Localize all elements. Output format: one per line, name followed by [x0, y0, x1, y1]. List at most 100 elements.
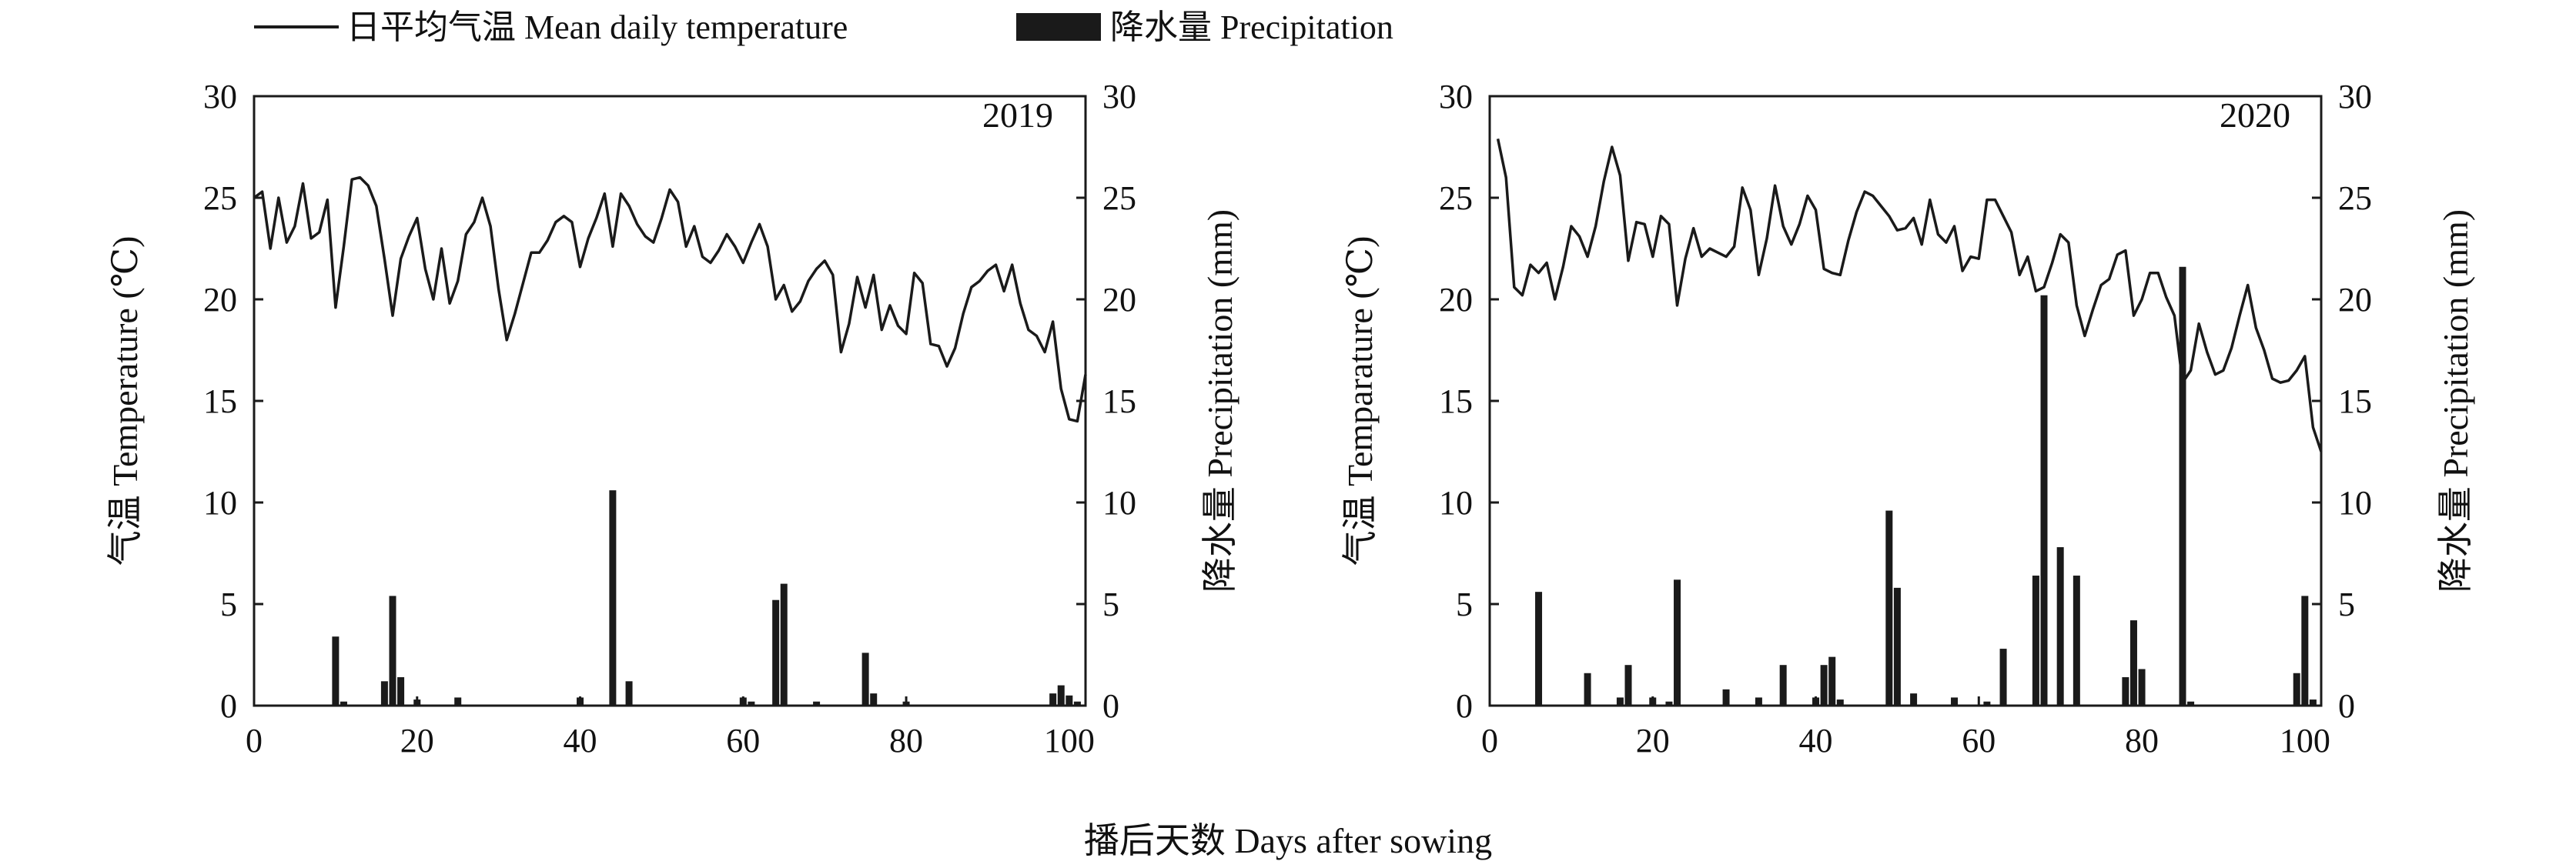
- temperature-line: [253, 175, 1087, 423]
- y-tick-right-label: 20: [1102, 281, 1136, 319]
- y-axis-left-ticks: 0 5 10 15 20 25 30: [203, 78, 263, 725]
- precipitation-bar: [2179, 266, 2186, 706]
- precipitation-bar: [1616, 697, 1624, 706]
- precipitation-bar: [813, 701, 821, 706]
- precipitation-bar: [1649, 697, 1657, 706]
- precipitation-bar: [1665, 701, 1673, 706]
- precipitation-bar: [609, 490, 617, 706]
- precipitation-bar: [1624, 665, 1632, 706]
- precipitation-bar: [1073, 701, 1081, 706]
- precipitation-bar: [2293, 673, 2300, 706]
- y-tick-right-label: 10: [1102, 484, 1136, 522]
- precipitation-bar: [397, 677, 405, 706]
- x-axis-label: 播后天数 Days after sowing: [1084, 821, 1492, 860]
- x-tick-label: 60: [1962, 722, 1996, 760]
- y-tick-right-label: 5: [2338, 586, 2355, 623]
- precipitation-bars: [332, 490, 1081, 706]
- y-tick-right-label: 0: [1102, 687, 1119, 725]
- x-tick-label: 0: [1481, 722, 1498, 760]
- y-tick-right-label: 20: [2338, 281, 2372, 319]
- precipitation-bar: [2032, 576, 2039, 706]
- precipitation-bar: [332, 636, 340, 706]
- precipitation-bar: [1674, 579, 1681, 706]
- precipitation-bar: [1828, 656, 1836, 706]
- precipitation-bar: [625, 681, 633, 706]
- x-axis-ticks: 0 20 40 60 80 100: [246, 696, 1095, 760]
- precipitation-bar: [2187, 701, 2195, 706]
- y-axis-left-ticks: 0 5 10 15 20 25 30: [1439, 78, 1499, 725]
- y-axis-right-label: 降水量 Precipitation (mm): [1200, 209, 1239, 593]
- x-tick-label: 40: [564, 722, 597, 760]
- precipitation-bar: [748, 701, 755, 706]
- x-tick-label: 100: [2280, 722, 2330, 760]
- y-tick-right-label: 5: [1102, 586, 1119, 623]
- y-tick-right-label: 30: [2338, 78, 2372, 115]
- precipitation-bar: [2138, 669, 2146, 706]
- y-axis-right-ticks: 0 5 10 15 20 25 30: [2312, 78, 2372, 725]
- panel-title: 2020: [2220, 95, 2290, 135]
- precipitation-bar: [1893, 587, 1901, 706]
- y-tick-left-label: 25: [203, 179, 237, 217]
- precipitation-bar: [1999, 649, 2007, 706]
- precipitation-bar: [454, 697, 462, 706]
- precipitation-bar: [1812, 697, 1820, 706]
- x-tick-label: 80: [2125, 722, 2159, 760]
- precipitation-bar: [1049, 693, 1057, 706]
- y-tick-left-label: 0: [220, 687, 237, 725]
- precipitation-bar: [577, 697, 584, 706]
- precipitation-bar: [389, 596, 396, 706]
- y-tick-left-label: 20: [1439, 281, 1473, 319]
- precipitation-bar: [772, 599, 780, 706]
- precipitation-bar: [1057, 685, 1065, 706]
- precipitation-bar: [902, 701, 910, 706]
- precipitation-bar: [1779, 665, 1787, 706]
- precipitation-bar: [870, 693, 878, 706]
- precipitation-bar: [413, 699, 421, 706]
- precipitation-bar: [2122, 677, 2129, 706]
- x-tick-label: 80: [889, 722, 923, 760]
- precipitation-bar: [861, 653, 869, 706]
- y-axis-right-label: 降水量 Precipitation (mm): [2436, 209, 2475, 593]
- x-tick-label: 20: [400, 722, 434, 760]
- y-tick-left-label: 30: [203, 78, 237, 115]
- x-axis-ticks: 0 20 40 60 80 100: [1481, 696, 2330, 760]
- precipitation-bar: [1584, 673, 1591, 706]
- y-tick-left-label: 10: [1439, 484, 1473, 522]
- precipitation-bar: [2129, 620, 2137, 706]
- panel-title: 2019: [982, 95, 1053, 135]
- precipitation-bar: [1951, 697, 1959, 706]
- precipitation-bars: [1535, 266, 2317, 706]
- precipitation-bar: [2309, 699, 2317, 706]
- precipitation-bar: [2056, 547, 2064, 706]
- y-tick-left-label: 10: [203, 484, 237, 522]
- y-tick-right-label: 0: [2338, 687, 2355, 725]
- y-tick-left-label: 0: [1456, 687, 1473, 725]
- y-tick-left-label: 15: [1439, 382, 1473, 420]
- precipitation-bar: [2301, 596, 2309, 706]
- precipitation-bar: [1535, 592, 1543, 706]
- y-tick-left-label: 5: [220, 586, 237, 623]
- legend-precipitation-swatch: [1016, 13, 1101, 41]
- x-tick-label: 20: [1636, 722, 1670, 760]
- y-tick-left-label: 5: [1456, 586, 1473, 623]
- precipitation-bar: [1820, 665, 1828, 706]
- precipitation-bar: [1066, 695, 1073, 706]
- precipitation-bar: [380, 681, 388, 706]
- panel-2020: 0 5 10 15 20 25 30 0 5 10 15 20 25 30 0 20 40 60 80 100 2…: [1340, 78, 2475, 760]
- y-tick-right-label: 25: [1102, 179, 1136, 217]
- x-tick-label: 40: [1799, 722, 1833, 760]
- legend-temperature-label: 日平均气温 Mean daily temperature: [346, 8, 848, 46]
- y-tick-right-label: 15: [1102, 382, 1136, 420]
- y-tick-left-label: 15: [203, 382, 237, 420]
- precipitation-bar: [1983, 701, 1991, 706]
- y-tick-right-label: 10: [2338, 484, 2372, 522]
- temperature-line: [1496, 139, 2323, 452]
- y-axis-right-ticks: 0 5 10 15 20 25 30: [1076, 78, 1136, 725]
- x-tick-label: 60: [726, 722, 760, 760]
- precipitation-bar: [739, 697, 747, 706]
- legend: 日平均气温 Mean daily temperature 降水量 Precipi…: [254, 8, 1393, 46]
- y-axis-left-label: 气温 Temperature (℃): [105, 236, 145, 566]
- y-tick-right-label: 25: [2338, 179, 2372, 217]
- precipitation-bar: [340, 701, 347, 706]
- y-axis-left-label: 气温 Temparature (℃): [1340, 236, 1380, 566]
